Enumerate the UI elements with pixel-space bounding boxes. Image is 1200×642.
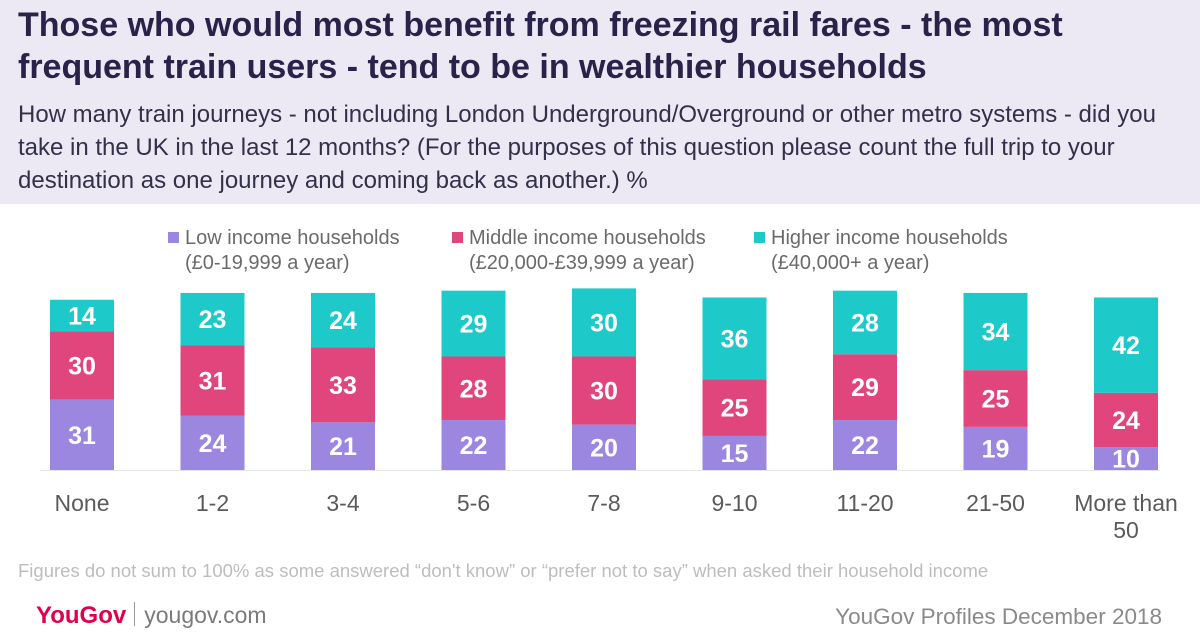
bar-segment <box>1094 297 1158 393</box>
bar-segment <box>702 435 767 470</box>
footer-brand: YouGov yougov.com <box>36 602 267 630</box>
data-label: 25 <box>982 385 1010 413</box>
category-label: More than 50 <box>1074 490 1178 543</box>
legend-item-higher: Higher income households (£40,000+ a yea… <box>754 226 1008 276</box>
data-label: 28 <box>460 375 488 403</box>
bar-segment <box>572 424 636 470</box>
bar-segment <box>572 288 636 357</box>
footer-divider <box>134 602 136 626</box>
legend-range-low: (£0-19,999 a year) <box>185 252 350 274</box>
data-label: 28 <box>851 309 879 337</box>
data-label: 30 <box>590 378 618 406</box>
bar-segment <box>180 292 245 346</box>
category-label: None <box>55 490 110 516</box>
data-label: 31 <box>199 367 227 395</box>
legend-item-middle: Middle income households (£20,000-£39,99… <box>452 226 706 276</box>
bar-segment <box>833 354 897 421</box>
data-label: 15 <box>721 440 749 468</box>
data-label: 24 <box>199 430 227 458</box>
footer-source: YouGov Profiles December 2018 <box>835 604 1162 629</box>
bar-segment <box>180 345 245 416</box>
legend-swatch-low <box>168 232 179 243</box>
bar-segment <box>311 422 375 470</box>
header-band: Those who would most benefit from freezi… <box>0 0 1200 204</box>
bar-segment <box>441 290 506 357</box>
bar-segment <box>441 356 506 421</box>
bar-segment <box>572 356 636 425</box>
legend-label-higher: Higher income households <box>771 227 1008 249</box>
category-label: 9-10 <box>711 490 757 516</box>
category-label: 21-50 <box>966 490 1025 516</box>
data-label: 42 <box>1112 332 1140 360</box>
bar-segment <box>833 420 897 470</box>
bar-segment <box>441 420 506 470</box>
bar-segment <box>963 370 1028 427</box>
legend-range-higher: (£40,000+ a year) <box>771 252 930 274</box>
category-label: 11-20 <box>836 490 893 516</box>
data-label: 29 <box>460 311 488 339</box>
data-label: 23 <box>199 306 227 334</box>
data-label: 34 <box>982 319 1010 347</box>
data-label: 22 <box>460 432 488 460</box>
bar-segment <box>963 426 1028 470</box>
category-label: 7-8 <box>587 490 620 516</box>
data-label: 30 <box>590 309 618 337</box>
data-label: 33 <box>329 372 357 400</box>
yougov-logo: YouGov <box>36 602 127 629</box>
data-label: 31 <box>68 422 96 450</box>
bar-segment <box>50 299 114 332</box>
bar-segment <box>1094 392 1158 448</box>
data-label: 24 <box>1112 407 1140 435</box>
chart-title: Those who would most benefit from freezi… <box>18 6 1063 86</box>
bar-segment <box>833 290 897 355</box>
data-label: 19 <box>982 435 1010 463</box>
footer-site: yougov.com <box>144 602 267 628</box>
category-label: 3-4 <box>326 490 359 516</box>
data-label: 24 <box>329 307 357 335</box>
category-label: 5-6 <box>457 490 490 516</box>
bar-segment <box>180 415 245 470</box>
data-label: 14 <box>68 303 96 331</box>
bar-segment <box>50 331 114 400</box>
bar-segment <box>1094 447 1158 470</box>
data-label: 36 <box>721 325 749 353</box>
bar-segment <box>702 379 767 436</box>
legend-label-middle: Middle income households <box>469 227 706 249</box>
bar-segment <box>50 399 114 470</box>
footnote: Figures do not sum to 100% as some answe… <box>18 560 989 581</box>
data-label: 30 <box>68 353 96 381</box>
category-label: 1-2 <box>196 490 229 516</box>
bar-segment <box>702 297 767 380</box>
data-label: 21 <box>329 433 357 461</box>
data-label: 22 <box>851 432 879 460</box>
legend-range-middle: (£20,000-£39,999 a year) <box>469 252 695 274</box>
legend-swatch-middle <box>452 232 463 243</box>
stacked-bar-chart: 31 30 14 None 24 31 23 1-2 21 33 24 3-4 22 28 29 5-6 20 3… <box>40 288 1178 543</box>
data-label: 29 <box>851 374 879 402</box>
data-label: 20 <box>590 434 618 462</box>
legend-label-low: Low income households <box>185 227 400 249</box>
bar-segment <box>311 292 375 348</box>
bar-segment <box>311 347 375 423</box>
bar-segment <box>963 292 1028 371</box>
data-label: 10 <box>1112 446 1140 474</box>
legend-swatch-higher <box>754 232 765 243</box>
chart-subtitle: How many train journeys - not including … <box>18 101 1156 194</box>
data-label: 25 <box>721 395 749 423</box>
legend-item-low: Low income households (£0-19,999 a year) <box>168 226 400 276</box>
